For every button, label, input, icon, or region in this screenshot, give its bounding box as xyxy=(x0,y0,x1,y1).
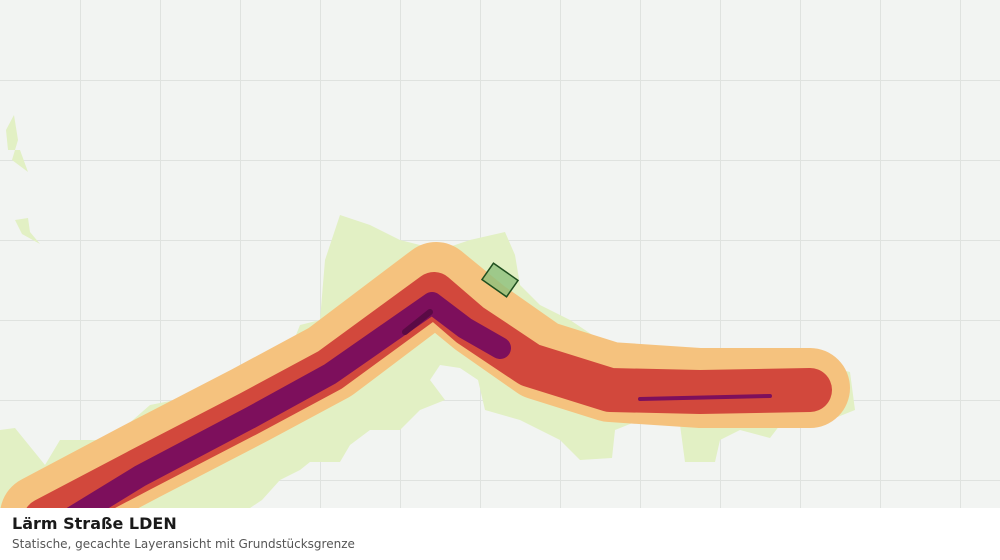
map xyxy=(0,0,1000,508)
layer-title: Lärm Straße LDEN xyxy=(12,514,177,533)
parcel-boundary[interactable] xyxy=(480,262,520,298)
noise-bands xyxy=(0,242,850,508)
layer-subtitle: Statische, gecachte Layeransicht mit Gru… xyxy=(12,537,355,551)
noise-zone-extreme xyxy=(402,309,433,335)
noise-zone-very-high xyxy=(638,394,772,401)
caption-panel: Lärm Straße LDEN Statische, gecachte Lay… xyxy=(0,508,1000,560)
noise-zone-very-high xyxy=(66,292,511,508)
